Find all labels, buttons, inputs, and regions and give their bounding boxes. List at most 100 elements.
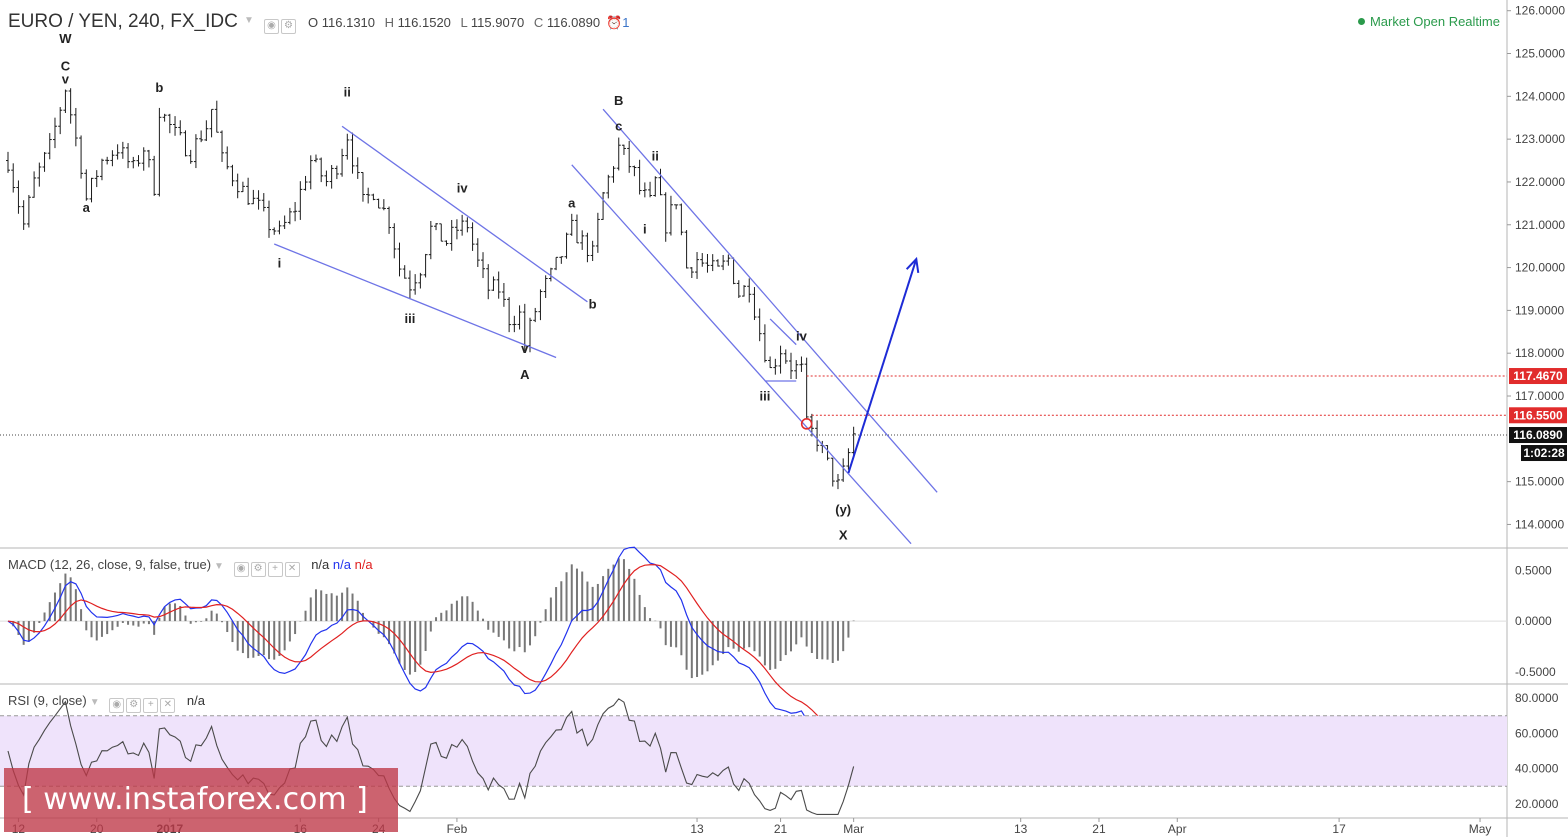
- candle: [183, 130, 188, 157]
- candle: [841, 458, 846, 482]
- wave-label: c: [615, 119, 622, 134]
- wave-label: X: [839, 527, 848, 542]
- ohlc-high: 116.1520: [397, 15, 451, 30]
- candle: [21, 200, 26, 230]
- channel-trend-line: [769, 318, 797, 346]
- candle: [627, 140, 632, 173]
- countdown-badge: [1521, 445, 1567, 462]
- candle: [789, 352, 793, 379]
- ohlc-close-label: C: [533, 15, 544, 30]
- macd-title[interactable]: MACD (12, 26, close, 9, false, true): [8, 557, 212, 572]
- forecast-arrow-line: [847, 258, 918, 474]
- candle: [642, 182, 647, 198]
- gear-icon[interactable]: ⚙: [281, 19, 296, 34]
- candle: [762, 324, 767, 363]
- macd-tick-label: 0.5000: [1515, 563, 1552, 577]
- wave-label: A: [520, 367, 530, 382]
- alerts-indicator[interactable]: ⏰1: [606, 15, 629, 31]
- candle: [298, 181, 303, 220]
- candle: [434, 223, 439, 231]
- candle: [261, 193, 266, 212]
- rsi-gear-icon[interactable]: ⚙: [126, 698, 142, 713]
- candle: [272, 227, 277, 235]
- symbol-title[interactable]: EURO / YEN, 240, FX_IDC: [8, 11, 238, 32]
- candle: [115, 144, 120, 160]
- candle: [658, 168, 663, 196]
- candle: [319, 157, 324, 183]
- channel-trend-line: [571, 164, 912, 545]
- wave-label: i: [278, 256, 282, 271]
- candle: [26, 194, 31, 228]
- candle: [6, 151, 10, 173]
- candle: [668, 195, 673, 236]
- time-tick-label: 13: [1014, 822, 1028, 836]
- candle: [851, 426, 856, 458]
- current-price-badge: [1509, 427, 1567, 444]
- candle: [548, 267, 553, 282]
- candle: [454, 219, 459, 240]
- countdown-badge-label: 1:02:28: [1523, 446, 1565, 460]
- price-tick-label: 125.0000: [1515, 47, 1565, 61]
- candle: [543, 275, 548, 298]
- candle: [611, 166, 616, 183]
- wave-label: ii: [344, 84, 351, 99]
- eye-icon[interactable]: ◉: [264, 19, 279, 34]
- macd-close-icon[interactable]: ✕: [284, 562, 300, 577]
- candle: [715, 259, 720, 267]
- wave-label: a: [568, 196, 576, 211]
- macd-legend: MACD (12, 26, close, 9, false, true) ▼ ◉ ⚙…: [8, 557, 373, 577]
- symbol-chevron-down-icon[interactable]: ▼: [244, 15, 254, 26]
- candle: [679, 203, 684, 236]
- alarm-clock-icon: ⏰: [606, 15, 623, 30]
- candle: [736, 280, 741, 298]
- candle: [689, 267, 694, 279]
- ohlc-low: 115.9070: [470, 15, 525, 30]
- candle: [94, 170, 99, 188]
- candle: [684, 230, 689, 269]
- candle: [84, 169, 89, 201]
- candle: [141, 147, 146, 171]
- macd-chevron-down-icon[interactable]: ▼: [214, 561, 224, 572]
- candle: [120, 141, 125, 159]
- candle: [601, 191, 606, 220]
- candle: [637, 159, 642, 195]
- rsi-eye-icon[interactable]: ◉: [109, 698, 125, 713]
- macd-gear-icon[interactable]: ⚙: [250, 562, 266, 577]
- rsi-tick-label: 20.0000: [1515, 797, 1559, 811]
- candle: [366, 187, 371, 204]
- ohlc-low-label: L: [460, 15, 468, 30]
- candle: [653, 176, 658, 197]
- candle: [517, 305, 522, 330]
- candle: [710, 254, 715, 272]
- candle: [768, 356, 773, 369]
- time-tick-label: 17: [1332, 822, 1346, 836]
- rsi-chevron-down-icon[interactable]: ▼: [89, 697, 100, 708]
- candle: [360, 172, 365, 202]
- rsi-title[interactable]: RSI (9, close): [8, 693, 87, 708]
- candle: [846, 448, 851, 470]
- candle: [731, 257, 736, 285]
- status-dot-icon: [1357, 18, 1365, 25]
- rsi-close-icon[interactable]: ✕: [160, 698, 176, 713]
- ohlc-close: 116.0890: [546, 15, 601, 30]
- rsi-line: [7, 698, 855, 816]
- channel-trend-line: [273, 243, 557, 359]
- candle: [559, 256, 564, 264]
- candle: [293, 201, 298, 222]
- rsi-plus-icon[interactable]: +: [143, 698, 159, 713]
- candle: [47, 133, 52, 160]
- current-price-badge-label: 116.0890: [1513, 428, 1563, 442]
- candle: [329, 165, 334, 189]
- macd-eye-icon[interactable]: ◉: [233, 562, 249, 577]
- candle: [345, 133, 350, 160]
- candle: [282, 215, 287, 230]
- rsi-value: n/a: [186, 693, 205, 708]
- candle: [277, 220, 282, 235]
- candlestick-series: [6, 88, 856, 490]
- macd-plus-icon[interactable]: +: [267, 562, 283, 577]
- candle: [193, 134, 198, 169]
- chart-controls: ◉ ⚙: [264, 13, 298, 34]
- candle: [674, 204, 679, 210]
- candle: [371, 193, 376, 201]
